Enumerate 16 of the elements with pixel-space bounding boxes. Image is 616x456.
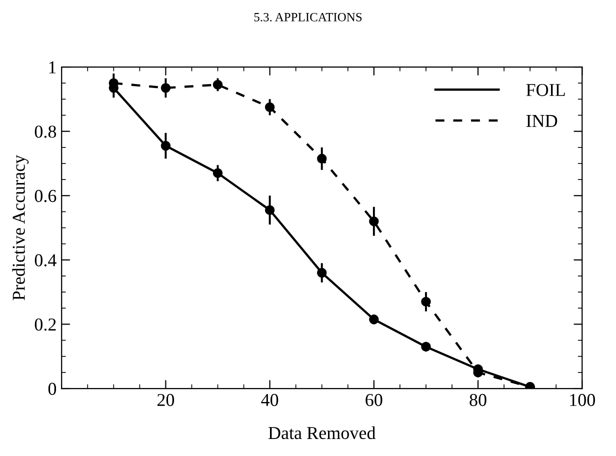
y-axis-title: Predictive Accuracy: [12, 154, 29, 300]
y-tick-label: 0.8: [34, 126, 56, 138]
x-axis-title: Data Removed: [268, 426, 376, 440]
x-tick-label: 100: [570, 394, 595, 406]
y-tick-label: 0: [48, 382, 56, 395]
y-tick-label: 1: [49, 61, 56, 74]
y-tick-label: 0.6: [34, 190, 56, 202]
y-tick-label: 0.2: [34, 318, 56, 331]
text: 5.3. APPLICATIONS: [254, 12, 362, 22]
y-tick-label: 0.4: [34, 254, 56, 266]
legend-label: IND: [526, 115, 558, 127]
legend-label: FOIL: [526, 84, 565, 96]
x-tick-label: 20: [157, 394, 174, 406]
x-tick-label: 40: [261, 394, 278, 406]
x-tick-label: 80: [470, 394, 486, 406]
x-tick-label: 60: [366, 394, 382, 406]
